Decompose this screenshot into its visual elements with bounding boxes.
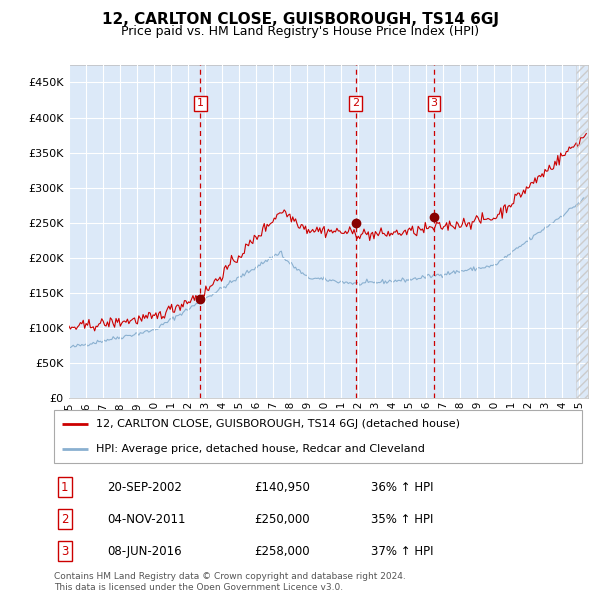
Text: HPI: Average price, detached house, Redcar and Cleveland: HPI: Average price, detached house, Redc… [96, 444, 425, 454]
Text: 3: 3 [430, 99, 437, 109]
Text: 36% ↑ HPI: 36% ↑ HPI [371, 481, 433, 494]
Text: 20-SEP-2002: 20-SEP-2002 [107, 481, 182, 494]
Text: £250,000: £250,000 [254, 513, 310, 526]
Text: £140,950: £140,950 [254, 481, 311, 494]
Text: 08-JUN-2016: 08-JUN-2016 [107, 545, 181, 558]
Text: 2: 2 [352, 99, 359, 109]
Text: 1: 1 [61, 481, 68, 494]
FancyBboxPatch shape [54, 410, 582, 463]
Text: 2: 2 [61, 513, 68, 526]
Text: 1: 1 [197, 99, 204, 109]
Text: 04-NOV-2011: 04-NOV-2011 [107, 513, 185, 526]
Text: 37% ↑ HPI: 37% ↑ HPI [371, 545, 433, 558]
Text: Contains HM Land Registry data © Crown copyright and database right 2024.
This d: Contains HM Land Registry data © Crown c… [54, 572, 406, 590]
Text: £258,000: £258,000 [254, 545, 310, 558]
Text: Price paid vs. HM Land Registry's House Price Index (HPI): Price paid vs. HM Land Registry's House … [121, 25, 479, 38]
Text: 12, CARLTON CLOSE, GUISBOROUGH, TS14 6GJ (detached house): 12, CARLTON CLOSE, GUISBOROUGH, TS14 6GJ… [96, 419, 460, 430]
Text: 3: 3 [61, 545, 68, 558]
Text: 12, CARLTON CLOSE, GUISBOROUGH, TS14 6GJ: 12, CARLTON CLOSE, GUISBOROUGH, TS14 6GJ [101, 12, 499, 27]
Text: 35% ↑ HPI: 35% ↑ HPI [371, 513, 433, 526]
